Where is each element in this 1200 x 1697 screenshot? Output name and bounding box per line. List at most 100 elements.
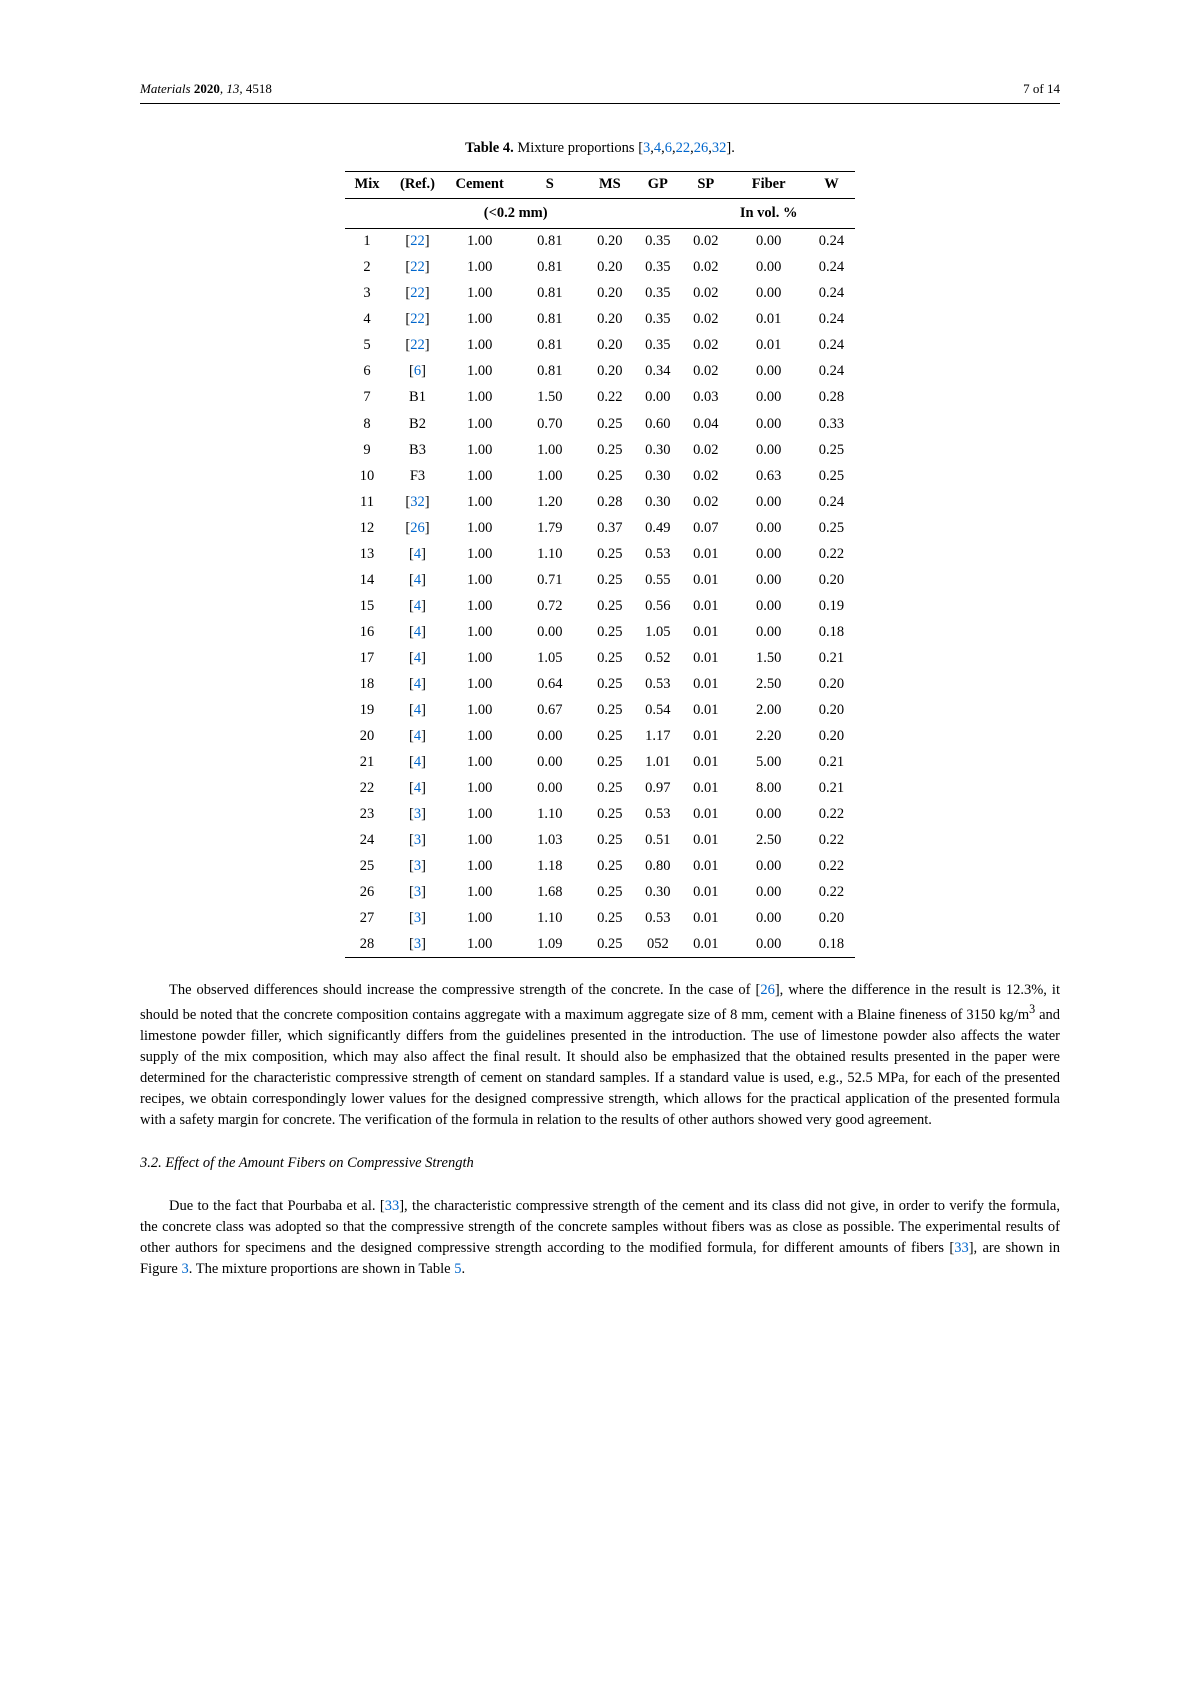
citation-link[interactable]: 32 — [712, 140, 727, 156]
citation-link[interactable]: 26 — [760, 982, 775, 998]
table-row: 17[4]1.001.050.250.520.011.500.21 — [345, 645, 856, 671]
citation-link[interactable]: 4 — [414, 754, 421, 770]
cell-cement: 1.00 — [446, 801, 514, 827]
citation-link[interactable]: 22 — [410, 259, 425, 275]
cell-cement: 1.00 — [446, 515, 514, 541]
cell-ref: [3] — [390, 931, 446, 958]
cell-fiber: 0.00 — [730, 567, 808, 593]
cell-cement: 1.00 — [446, 775, 514, 801]
citation-link[interactable]: 22 — [410, 285, 425, 301]
table-row: 23[3]1.001.100.250.530.010.000.22 — [345, 801, 856, 827]
cell-cement: 1.00 — [446, 541, 514, 567]
cell-mix: 12 — [345, 515, 390, 541]
cell-ms: 0.25 — [586, 853, 634, 879]
citation-link[interactable]: 4 — [414, 546, 421, 562]
cell-ms: 0.25 — [586, 463, 634, 489]
citation-link[interactable]: 4 — [654, 140, 661, 156]
th-mix: Mix — [345, 171, 390, 198]
cell-w: 0.24 — [807, 333, 855, 359]
citation-link[interactable]: 6 — [414, 363, 421, 379]
cell-gp: 1.05 — [634, 619, 682, 645]
citation-link[interactable]: 6 — [665, 140, 672, 156]
table-row: 22[4]1.000.000.250.970.018.000.21 — [345, 775, 856, 801]
citation-link[interactable]: 3 — [414, 832, 421, 848]
cell-cement: 1.00 — [446, 619, 514, 645]
cell-mix: 4 — [345, 307, 390, 333]
cell-ms: 0.25 — [586, 879, 634, 905]
citation-link[interactable]: 26 — [694, 140, 709, 156]
cell-s: 0.71 — [514, 567, 586, 593]
citation-link[interactable]: 4 — [414, 780, 421, 796]
cell-mix: 26 — [345, 879, 390, 905]
running-header: Materials 2020, 13, 4518 7 of 14 — [140, 80, 1060, 99]
cell-s: 0.70 — [514, 411, 586, 437]
cell-fiber: 0.00 — [730, 437, 808, 463]
citation-link[interactable]: 4 — [414, 572, 421, 588]
citation-link[interactable]: 22 — [676, 140, 691, 156]
cell-mix: 15 — [345, 593, 390, 619]
citation-link[interactable]: 3 — [181, 1261, 188, 1277]
citation-link[interactable]: 33 — [385, 1198, 400, 1214]
citation-link[interactable]: 3 — [643, 140, 650, 156]
cell-ref: [4] — [390, 541, 446, 567]
table-row: 3[22]1.000.810.200.350.020.000.24 — [345, 281, 856, 307]
citation-link[interactable]: 3 — [414, 910, 421, 926]
cell-ms: 0.25 — [586, 593, 634, 619]
cell-gp: 0.54 — [634, 697, 682, 723]
cell-sp: 0.01 — [682, 541, 730, 567]
citation-link[interactable]: 22 — [410, 233, 425, 249]
cell-ref: [4] — [390, 775, 446, 801]
citation-link[interactable]: 33 — [954, 1240, 969, 1256]
cell-mix: 10 — [345, 463, 390, 489]
cell-ref: [3] — [390, 827, 446, 853]
citation-link[interactable]: 4 — [414, 624, 421, 640]
cell-gp: 0.53 — [634, 905, 682, 931]
table-row: 21[4]1.000.000.251.010.015.000.21 — [345, 749, 856, 775]
cell-ref: [4] — [390, 749, 446, 775]
cell-mix: 8 — [345, 411, 390, 437]
cell-fiber: 0.00 — [730, 489, 808, 515]
cell-mix: 13 — [345, 541, 390, 567]
citation-link[interactable]: 4 — [414, 676, 421, 692]
cell-sp: 0.03 — [682, 385, 730, 411]
citation-link[interactable]: 4 — [414, 728, 421, 744]
cell-w: 0.22 — [807, 827, 855, 853]
th-cement: Cement — [446, 171, 514, 198]
cell-gp: 0.49 — [634, 515, 682, 541]
cell-gp: 1.17 — [634, 723, 682, 749]
cell-cement: 1.00 — [446, 853, 514, 879]
cell-ref: [4] — [390, 697, 446, 723]
citation-link[interactable]: 22 — [410, 337, 425, 353]
citation-link[interactable]: 3 — [414, 806, 421, 822]
citation-link[interactable]: 4 — [414, 702, 421, 718]
citation-link[interactable]: 3 — [414, 936, 421, 952]
cell-w: 0.25 — [807, 437, 855, 463]
cell-ms: 0.25 — [586, 619, 634, 645]
cell-cement: 1.00 — [446, 333, 514, 359]
cell-sp: 0.02 — [682, 281, 730, 307]
citation-link[interactable]: 3 — [414, 858, 421, 874]
cell-gp: 1.01 — [634, 749, 682, 775]
cell-gp: 0.56 — [634, 593, 682, 619]
citation-link[interactable]: 4 — [414, 598, 421, 614]
citation-link[interactable]: 22 — [410, 311, 425, 327]
cell-s: 0.81 — [514, 228, 586, 255]
cell-gp: 0.53 — [634, 801, 682, 827]
citation-link[interactable]: 26 — [410, 520, 425, 536]
cell-fiber: 0.00 — [730, 359, 808, 385]
cell-mix: 5 — [345, 333, 390, 359]
cell-cement: 1.00 — [446, 749, 514, 775]
table-row: 16[4]1.000.000.251.050.010.000.18 — [345, 619, 856, 645]
table4-caption: Table 4. Mixture proportions [3,4,6,22,2… — [140, 138, 1060, 159]
cell-cement: 1.00 — [446, 437, 514, 463]
citation-link[interactable]: 3 — [414, 884, 421, 900]
cell-sp: 0.01 — [682, 723, 730, 749]
citation-link[interactable]: 32 — [410, 494, 425, 510]
cell-ms: 0.25 — [586, 931, 634, 958]
cell-fiber: 8.00 — [730, 775, 808, 801]
cell-ref: [3] — [390, 905, 446, 931]
cell-w: 0.22 — [807, 801, 855, 827]
citation-link[interactable]: 5 — [454, 1261, 461, 1277]
citation-link[interactable]: 4 — [414, 650, 421, 666]
cell-w: 0.21 — [807, 775, 855, 801]
